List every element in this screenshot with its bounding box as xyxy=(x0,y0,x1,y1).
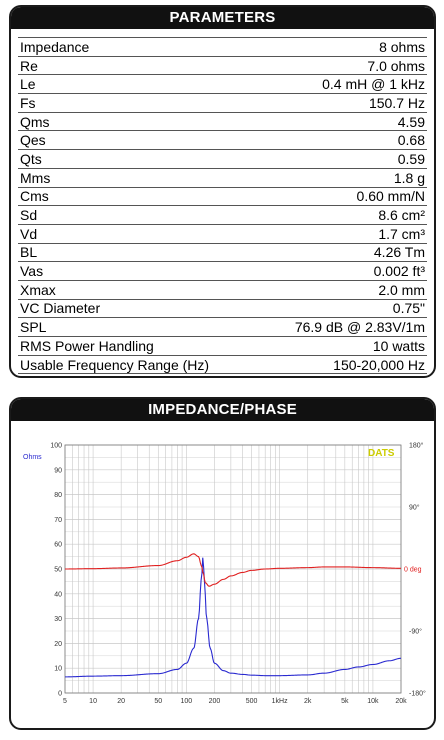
parameter-row: SPL 76.9 dB @ 2.83V/1m xyxy=(18,318,427,337)
x-tick-label: 1kHz xyxy=(272,698,288,705)
x-tick-label: 10k xyxy=(367,698,379,705)
parameter-row: Usable Frequency Range (Hz) 150-20,000 Hz xyxy=(18,356,427,375)
parameter-row: Xmax 2.0 mm xyxy=(18,281,427,300)
left-tick-label: 0 xyxy=(58,691,62,698)
parameter-name: Qes xyxy=(20,132,46,149)
parameter-name: Qms xyxy=(20,113,50,130)
parameter-value: 2.0 mm xyxy=(378,281,425,298)
parameter-row: RMS Power Handling 10 watts xyxy=(18,337,427,356)
left-tick-label: 30 xyxy=(54,616,62,623)
x-tick-label: 100 xyxy=(181,698,193,705)
parameter-name: Re xyxy=(20,57,38,74)
parameter-row: Le 0.4 mH @ 1 kHz xyxy=(18,75,427,95)
parameter-row: Mms 1.8 g xyxy=(18,169,427,188)
x-tick-label: 10 xyxy=(89,698,97,705)
left-tick-label: 20 xyxy=(54,641,62,648)
parameter-name: VC Diameter xyxy=(20,300,101,317)
x-tick-label: 50 xyxy=(154,698,162,705)
parameter-value: 0.75" xyxy=(392,300,425,317)
parameter-name: Cms xyxy=(20,188,49,205)
impedance-phase-chart: Ohms 0 10 20 30 40 50 60 70 80 90 100 180° 90° 0 deg -9… xyxy=(23,442,426,706)
parameter-name: Xmax xyxy=(20,281,56,298)
impedance-line xyxy=(65,557,402,678)
parameter-name: RMS Power Handling xyxy=(20,337,154,354)
right-tick-label: 180° xyxy=(409,442,424,450)
parameter-row: BL 4.26 Tm xyxy=(18,244,427,263)
left-tick-label: 40 xyxy=(54,591,62,598)
left-tick-label: 100 xyxy=(50,443,62,450)
parameter-name: SPL xyxy=(20,319,47,336)
left-tick-label: 50 xyxy=(54,567,62,574)
parameter-value: 4.59 xyxy=(397,113,425,130)
parameter-row: Qms 4.59 xyxy=(18,113,427,132)
parameter-value: 150.7 Hz xyxy=(368,94,425,111)
parameter-value: 4.26 Tm xyxy=(373,244,425,261)
left-tick-label: 90 xyxy=(54,467,62,474)
parameter-value: 8 ohms xyxy=(379,38,425,55)
parameter-value: 150-20,000 Hz xyxy=(333,356,425,373)
parameter-name: Mms xyxy=(20,169,51,186)
parameter-value: 76.9 dB @ 2.83V/1m xyxy=(294,319,425,336)
right-tick-label: 90° xyxy=(409,504,420,512)
parameter-value: 0.68 xyxy=(397,132,425,149)
left-tick-label: 70 xyxy=(54,517,62,524)
parameter-value: 8.6 cm² xyxy=(378,207,425,224)
phase-line xyxy=(65,553,401,587)
parameter-name: BL xyxy=(20,244,38,261)
impedance-phase-panel: IMPEDANCE/PHASE Ohms 0 10 20 30 40 50 60 70 80 90 1… xyxy=(9,397,436,730)
chart-header: IMPEDANCE/PHASE xyxy=(11,399,434,421)
parameters-panel: PARAMETERS Impedance 8 ohms Re 7.0 ohms Le 0.… xyxy=(9,5,436,378)
x-tick-label: 20 xyxy=(117,698,125,705)
parameter-name: Vas xyxy=(20,263,44,280)
parameter-value: 0.60 mm/N xyxy=(356,188,425,205)
x-tick-label: 500 xyxy=(246,698,258,705)
parameter-name: Impedance xyxy=(20,38,90,55)
parameter-row: Qts 0.59 xyxy=(18,150,427,169)
parameter-row: Re 7.0 ohms xyxy=(18,57,427,76)
left-tick-label: 10 xyxy=(54,666,62,673)
right-tick-label: -90° xyxy=(409,628,422,636)
parameters-table: Impedance 8 ohms Re 7.0 ohms Le 0.4 mH @ 1 kH… xyxy=(18,37,427,375)
parameters-header: PARAMETERS xyxy=(11,7,434,29)
parameter-row: Vas 0.002 ft³ xyxy=(18,262,427,281)
parameter-row: Fs 150.7 Hz xyxy=(18,94,427,113)
parameter-value: 0.4 mH @ 1 kHz xyxy=(322,76,425,93)
right-tick-label: 0 deg xyxy=(404,567,422,574)
x-tick-label: 20k xyxy=(395,698,407,705)
parameter-value: 10 watts xyxy=(372,337,425,354)
parameter-name: Sd xyxy=(20,207,38,224)
x-tick-label: 2k xyxy=(304,698,312,705)
x-tick-label: 5k xyxy=(341,698,349,705)
parameter-value: 1.8 g xyxy=(393,169,425,186)
right-tick-label: -180° xyxy=(409,690,426,698)
left-axis-label: Ohms xyxy=(23,454,42,461)
parameter-name: Usable Frequency Range (Hz) xyxy=(20,356,210,373)
x-tick-label: 200 xyxy=(209,698,221,705)
x-tick-label: 5 xyxy=(63,698,67,705)
parameter-row: Vd 1.7 cm³ xyxy=(18,225,427,244)
parameter-row: Cms 0.60 mm/N xyxy=(18,188,427,207)
parameter-row: VC Diameter 0.75" xyxy=(18,300,427,319)
parameter-name: Fs xyxy=(20,94,36,111)
parameter-name: Qts xyxy=(20,150,42,167)
parameter-name: Le xyxy=(20,76,36,93)
left-tick-label: 80 xyxy=(54,492,62,499)
parameter-row: Qes 0.68 xyxy=(18,131,427,151)
left-tick-label: 60 xyxy=(54,542,62,549)
parameter-value: 1.7 cm³ xyxy=(378,225,425,242)
parameter-row: Sd 8.6 cm² xyxy=(18,206,427,225)
dats-logo: DATS xyxy=(368,448,395,459)
parameter-value: 0.59 xyxy=(397,150,425,167)
parameter-value: 0.002 ft³ xyxy=(373,263,425,280)
parameter-name: Vd xyxy=(20,225,38,242)
parameter-row: Impedance 8 ohms xyxy=(18,38,427,57)
parameter-value: 7.0 ohms xyxy=(367,57,425,74)
